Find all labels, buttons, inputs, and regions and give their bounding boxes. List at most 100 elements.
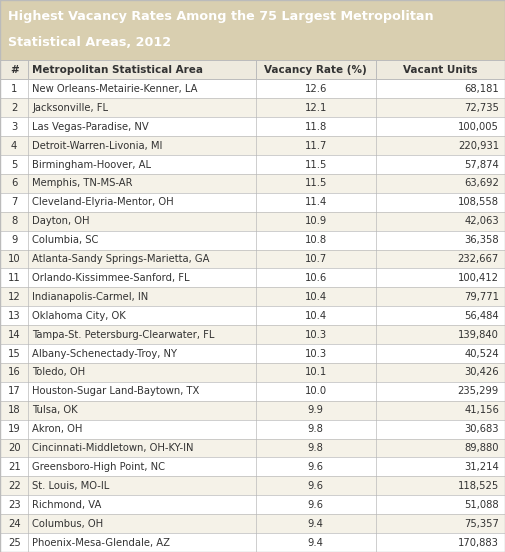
Text: Metropolitan Statistical Area: Metropolitan Statistical Area (32, 65, 204, 75)
Text: 19: 19 (8, 424, 21, 434)
Text: 10.8: 10.8 (305, 235, 327, 245)
Text: Indianapolis-Carmel, IN: Indianapolis-Carmel, IN (32, 292, 148, 302)
Text: 11.7: 11.7 (305, 141, 327, 151)
Text: Highest Vacancy Rates Among the 75 Largest Metropolitan: Highest Vacancy Rates Among the 75 Large… (8, 10, 434, 23)
Text: 20: 20 (8, 443, 20, 453)
Text: 68,181: 68,181 (464, 84, 499, 94)
Text: 9.4: 9.4 (308, 538, 324, 548)
Bar (0, 212, 505, 231)
Text: 10.4: 10.4 (305, 311, 327, 321)
Bar (0, 98, 505, 117)
Text: 56,484: 56,484 (465, 311, 499, 321)
Text: 75,357: 75,357 (464, 519, 499, 529)
Text: 15: 15 (8, 348, 21, 359)
Text: Jacksonville, FL: Jacksonville, FL (32, 103, 108, 113)
Text: 17: 17 (8, 386, 21, 396)
Text: 89,880: 89,880 (465, 443, 499, 453)
Text: Birmingham-Hoover, AL: Birmingham-Hoover, AL (32, 160, 152, 169)
Text: 8: 8 (11, 216, 17, 226)
Text: 57,874: 57,874 (464, 160, 499, 169)
Text: Houston-Sugar Land-Baytown, TX: Houston-Sugar Land-Baytown, TX (32, 386, 199, 396)
Text: 10.1: 10.1 (305, 368, 327, 378)
Text: 12: 12 (8, 292, 21, 302)
Text: St. Louis, MO-IL: St. Louis, MO-IL (32, 481, 110, 491)
Bar (0, 136, 505, 155)
Text: Las Vegas-Paradise, NV: Las Vegas-Paradise, NV (32, 122, 149, 132)
Bar (0, 439, 505, 458)
Text: 9.8: 9.8 (308, 424, 324, 434)
Text: Tampa-St. Petersburg-Clearwater, FL: Tampa-St. Petersburg-Clearwater, FL (32, 330, 215, 339)
Text: Albany-Schenectady-Troy, NY: Albany-Schenectady-Troy, NY (32, 348, 177, 359)
Text: 10: 10 (8, 254, 20, 264)
Bar (0, 533, 505, 552)
Text: Richmond, VA: Richmond, VA (32, 500, 102, 509)
Text: Cincinnati-Middletown, OH-KY-IN: Cincinnati-Middletown, OH-KY-IN (32, 443, 194, 453)
Text: Dayton, OH: Dayton, OH (32, 216, 90, 226)
Text: 3: 3 (11, 122, 17, 132)
Text: 31,214: 31,214 (464, 462, 499, 472)
Text: 9.6: 9.6 (308, 500, 324, 509)
Text: 9.8: 9.8 (308, 443, 324, 453)
Text: 12.1: 12.1 (305, 103, 327, 113)
Text: 1: 1 (11, 84, 17, 94)
Text: 63,692: 63,692 (464, 178, 499, 188)
Text: 79,771: 79,771 (464, 292, 499, 302)
Text: 23: 23 (8, 500, 20, 509)
Text: 9.6: 9.6 (308, 481, 324, 491)
Text: 100,005: 100,005 (458, 122, 499, 132)
Text: 25: 25 (8, 538, 21, 548)
Text: 235,299: 235,299 (458, 386, 499, 396)
Bar (0, 344, 505, 363)
Text: Atlanta-Sandy Springs-Marietta, GA: Atlanta-Sandy Springs-Marietta, GA (32, 254, 210, 264)
Text: Phoenix-Mesa-Glendale, AZ: Phoenix-Mesa-Glendale, AZ (32, 538, 170, 548)
Text: Columbus, OH: Columbus, OH (32, 519, 104, 529)
Text: Detroit-Warren-Livonia, MI: Detroit-Warren-Livonia, MI (32, 141, 163, 151)
Text: 9.6: 9.6 (308, 462, 324, 472)
Text: Oklahoma City, OK: Oklahoma City, OK (32, 311, 126, 321)
Bar (0, 79, 505, 98)
Text: 14: 14 (8, 330, 20, 339)
Text: 42,063: 42,063 (465, 216, 499, 226)
Text: #: # (10, 65, 19, 75)
Bar (0, 250, 505, 268)
Text: Vacancy Rate (%): Vacancy Rate (%) (264, 65, 367, 75)
Bar (0, 193, 505, 212)
Text: 24: 24 (8, 519, 20, 529)
Text: 16: 16 (8, 368, 21, 378)
Text: Vacant Units: Vacant Units (403, 65, 478, 75)
Bar (0, 174, 505, 193)
Bar (0, 306, 505, 325)
Text: Akron, OH: Akron, OH (32, 424, 83, 434)
Text: 22: 22 (8, 481, 21, 491)
Text: Statistical Areas, 2012: Statistical Areas, 2012 (8, 36, 171, 50)
Bar (0, 60, 505, 79)
Bar (0, 458, 505, 476)
Text: 139,840: 139,840 (458, 330, 499, 339)
Text: New Orleans-Metairie-Kenner, LA: New Orleans-Metairie-Kenner, LA (32, 84, 198, 94)
Text: 232,667: 232,667 (458, 254, 499, 264)
Text: 108,558: 108,558 (458, 198, 499, 208)
Text: 72,735: 72,735 (464, 103, 499, 113)
Bar (0, 363, 505, 382)
Text: 11: 11 (8, 273, 21, 283)
Text: 13: 13 (8, 311, 20, 321)
Text: Memphis, TN-MS-AR: Memphis, TN-MS-AR (32, 178, 133, 188)
Text: Tulsa, OK: Tulsa, OK (32, 405, 78, 415)
Bar (0, 382, 505, 401)
Text: 10.4: 10.4 (305, 292, 327, 302)
Bar (0, 155, 505, 174)
Text: 7: 7 (11, 198, 17, 208)
Bar (0, 231, 505, 250)
Text: 11.8: 11.8 (305, 122, 327, 132)
Bar (0, 288, 505, 306)
Text: 10.6: 10.6 (305, 273, 327, 283)
Text: 30,426: 30,426 (465, 368, 499, 378)
Text: 5: 5 (11, 160, 17, 169)
Text: 6: 6 (11, 178, 17, 188)
Text: 11.5: 11.5 (305, 160, 327, 169)
Text: 9.4: 9.4 (308, 519, 324, 529)
Text: 51,088: 51,088 (465, 500, 499, 509)
Text: 220,931: 220,931 (458, 141, 499, 151)
Text: 9: 9 (11, 235, 17, 245)
Bar (0, 495, 505, 514)
